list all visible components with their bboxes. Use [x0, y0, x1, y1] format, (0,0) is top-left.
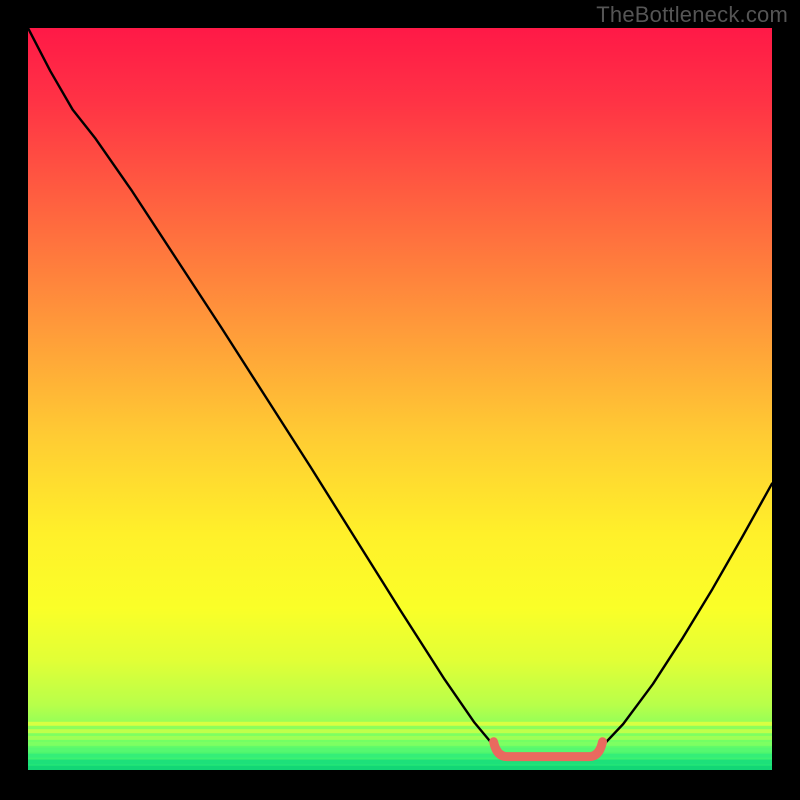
frame-border-right	[772, 0, 800, 800]
frame-border-left	[0, 0, 28, 800]
chart-container: { "watermark": { "text": "TheBottleneck.…	[0, 0, 800, 800]
frame-border-bottom	[0, 770, 800, 800]
plot-area	[28, 28, 772, 770]
watermark-text: TheBottleneck.com	[596, 2, 788, 28]
bottleneck-curve	[28, 28, 772, 770]
